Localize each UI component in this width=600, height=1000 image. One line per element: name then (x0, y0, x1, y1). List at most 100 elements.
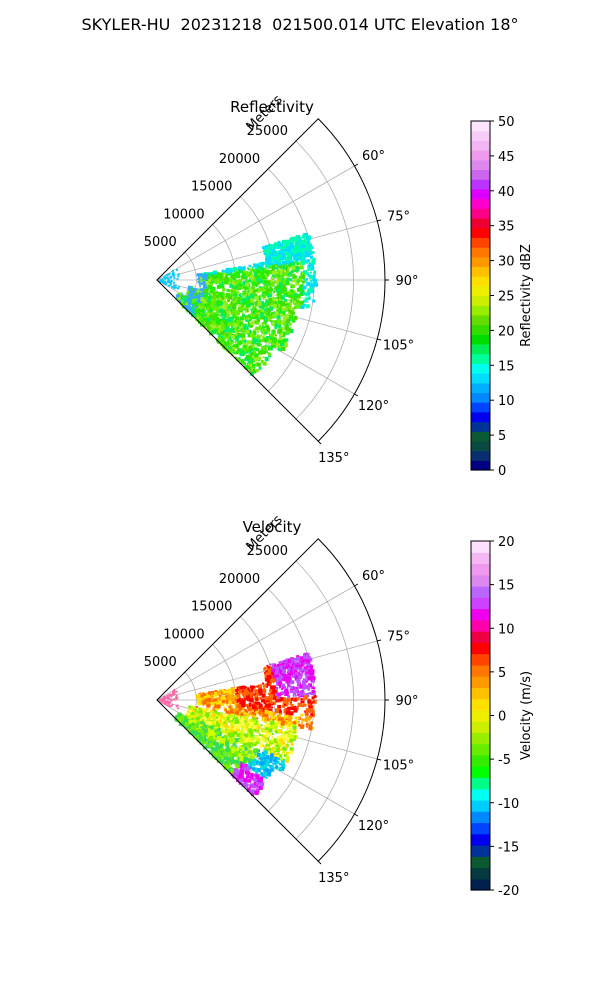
echo-pixel (253, 350, 257, 354)
echo-pixel (177, 273, 180, 276)
echo-pixel (265, 722, 269, 726)
echo-pixel (279, 345, 283, 349)
echo-pixel (172, 275, 175, 278)
echo-pixel (271, 337, 276, 342)
colorbar-segment (471, 353, 490, 364)
echo-pixel (210, 320, 213, 323)
echo-pixel (233, 731, 237, 736)
echo-pixel (225, 325, 230, 330)
echo-pixel (276, 307, 280, 310)
echo-pixel (280, 303, 284, 307)
echo-pixel (292, 735, 296, 739)
echo-pixel (277, 692, 282, 697)
echo-pixel (231, 746, 234, 749)
echo-pixel (243, 362, 247, 366)
echo-pixel (191, 730, 195, 735)
echo-pixel (270, 692, 273, 695)
echo-pixel (280, 712, 283, 715)
echo-pixel (177, 286, 180, 289)
echo-pixel (168, 273, 171, 275)
echo-pixel (302, 256, 306, 260)
echo-pixel (217, 732, 222, 737)
echo-pixel (223, 753, 226, 756)
echo-pixel (215, 295, 219, 298)
echo-pixel (291, 262, 296, 267)
echo-pixel (210, 330, 213, 332)
echo-pixel (228, 720, 231, 723)
echo-pixel (299, 661, 302, 664)
echo-pixel (260, 764, 265, 769)
echo-pixel (270, 694, 273, 697)
echo-pixel (264, 757, 267, 761)
echo-pixel (263, 303, 267, 307)
colorbar-label: Reflectivity dBZ (519, 244, 534, 347)
echo-pixel (268, 285, 271, 288)
echo-pixel (238, 723, 243, 728)
colorbar-segment (471, 373, 490, 384)
echo-pixel (230, 275, 234, 279)
echo-pixel (257, 309, 261, 313)
echo-pixel (224, 320, 229, 325)
echo-pixel (289, 738, 294, 743)
echo-pixel (300, 699, 305, 704)
echo-pixel (293, 705, 297, 709)
echo-pixel (268, 740, 272, 745)
echo-pixel (223, 738, 226, 741)
echo-pixel (251, 786, 254, 788)
echo-pixel (218, 753, 221, 756)
azimuth-tick (354, 163, 359, 167)
echo-pixel (262, 739, 266, 743)
echo-pixel (295, 659, 298, 662)
echo-pixel (283, 248, 285, 251)
echo-pixel (262, 261, 266, 265)
echo-pixel (207, 326, 211, 330)
echo-pixel (300, 659, 305, 664)
echo-pixel (273, 752, 278, 757)
echo-pixel (238, 706, 243, 711)
echo-pixel (210, 729, 215, 734)
echo-pixel (223, 272, 227, 276)
echo-pixel (287, 706, 290, 709)
echo-pixel (268, 244, 271, 247)
echo-pixel (311, 286, 314, 290)
echo-pixel (270, 742, 273, 745)
echo-pixel (271, 273, 276, 278)
echo-pixel (248, 288, 253, 293)
echo-pixel (201, 279, 204, 282)
echo-pixel (172, 272, 175, 275)
echo-pixel (257, 701, 261, 705)
echo-pixel (219, 297, 222, 301)
echo-pixel (209, 331, 212, 334)
echo-pixel (263, 668, 266, 671)
echo-pixel (255, 283, 259, 286)
echo-pixel (267, 670, 270, 673)
echo-pixel (268, 340, 271, 343)
echo-pixel (252, 693, 255, 696)
echo-pixel (196, 308, 200, 312)
echo-pixel (300, 257, 303, 260)
echo-pixel (298, 276, 302, 280)
echo-pixel (273, 722, 277, 725)
echo-pixel (220, 342, 224, 346)
echo-pixel (286, 729, 289, 732)
echo-pixel (241, 699, 246, 704)
echo-pixel (200, 720, 204, 724)
echo-pixel (251, 302, 254, 305)
echo-pixel (256, 272, 261, 277)
echo-pixel (212, 291, 216, 295)
echo-pixel (258, 708, 263, 713)
echo-pixel (252, 773, 255, 776)
echo-pixel (227, 318, 230, 321)
echo-pixel (215, 274, 220, 278)
echo-pixel (226, 310, 231, 315)
echo-pixel (191, 302, 194, 305)
echo-pixel (247, 728, 250, 731)
echo-pixel (195, 317, 200, 322)
echo-pixel (298, 239, 302, 243)
echo-pixel (234, 316, 239, 321)
echo-pixel (273, 743, 276, 745)
echo-pixel (227, 732, 232, 737)
echo-pixel (219, 308, 223, 312)
echo-pixel (278, 250, 283, 255)
echo-pixel (277, 348, 280, 351)
